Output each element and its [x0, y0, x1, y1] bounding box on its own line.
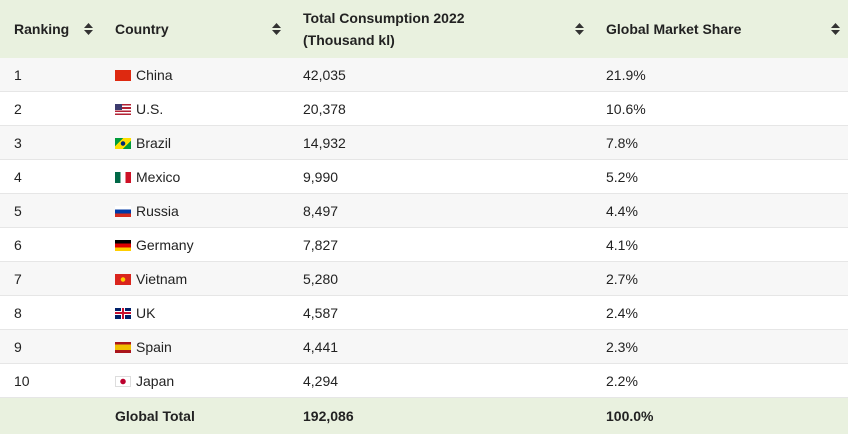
- flag-icon: [115, 205, 131, 217]
- flag-icon: [115, 239, 131, 251]
- country-cell: Brazil: [101, 125, 289, 160]
- share-cell: 10.6%: [592, 91, 848, 126]
- table-row: 7 Vietnam 5,280 2.7%: [0, 261, 848, 296]
- share-cell: 21.9%: [592, 58, 848, 92]
- flag-icon: [115, 137, 131, 149]
- column-header: Country: [101, 0, 289, 58]
- share-cell: 7.8%: [592, 125, 848, 160]
- consumption-cell: 14,932: [289, 125, 592, 160]
- footer-label: Global Total: [101, 397, 289, 434]
- rank-cell: 9: [0, 329, 101, 364]
- consumption-cell: 42,035: [289, 58, 592, 92]
- rank-cell: 8: [0, 295, 101, 330]
- rank-cell: 1: [0, 58, 101, 92]
- rank-cell: 3: [0, 125, 101, 160]
- country-cell: Vietnam: [101, 261, 289, 296]
- footer-share: 100.0%: [592, 397, 848, 434]
- country-name: Brazil: [136, 134, 172, 151]
- table-row: 8 UK 4,587 2.4%: [0, 295, 848, 330]
- rank-cell: 4: [0, 159, 101, 194]
- country-name: Japan: [136, 372, 175, 389]
- table-row: 9 Spain 4,441 2.3%: [0, 329, 848, 364]
- header-label: Global Market Share: [606, 21, 742, 37]
- country-name: China: [136, 66, 173, 83]
- consumption-cell: 7,827: [289, 227, 592, 262]
- flag-icon: [115, 341, 131, 353]
- country-name: Russia: [136, 202, 179, 219]
- table-body: 1 China 42,035 21.9% 2 U.S. 20,378 10.6% 3 Brazil…: [0, 58, 848, 398]
- share-cell: 2.4%: [592, 295, 848, 330]
- table-row: 5 Russia 8,497 4.4%: [0, 193, 848, 228]
- header-label: Total Consumption 2022 (Thousand kl): [303, 10, 465, 48]
- country-cell: Russia: [101, 193, 289, 228]
- consumption-cell: 9,990: [289, 159, 592, 194]
- consumption-cell: 4,587: [289, 295, 592, 330]
- table-row: 3 Brazil 14,932 7.8%: [0, 125, 848, 160]
- country-name: Germany: [136, 236, 194, 253]
- flag-icon: [115, 375, 131, 387]
- share-cell: 5.2%: [592, 159, 848, 194]
- share-cell: 2.2%: [592, 363, 848, 398]
- consumption-cell: 8,497: [289, 193, 592, 228]
- consumption-cell: 4,294: [289, 363, 592, 398]
- sort-icon[interactable]: [84, 23, 93, 35]
- share-cell: 4.1%: [592, 227, 848, 262]
- column-header: Total Consumption 2022 (Thousand kl): [289, 0, 592, 58]
- country-name: Mexico: [136, 168, 181, 185]
- table-row: 4 Mexico 9,990 5.2%: [0, 159, 848, 194]
- country-cell: China: [101, 58, 289, 92]
- flag-icon: [115, 103, 131, 115]
- country-cell: Germany: [101, 227, 289, 262]
- share-cell: 2.3%: [592, 329, 848, 364]
- share-cell: 2.7%: [592, 261, 848, 296]
- header-label: Ranking: [14, 21, 70, 37]
- rank-cell: 5: [0, 193, 101, 228]
- country-name: Spain: [136, 338, 172, 355]
- flag-icon: [115, 273, 131, 285]
- table-row: 2 U.S. 20,378 10.6%: [0, 91, 848, 126]
- country-name: UK: [136, 304, 156, 321]
- country-name: Vietnam: [136, 270, 188, 287]
- consumption-cell: 5,280: [289, 261, 592, 296]
- flag-icon: [115, 171, 131, 183]
- consumption-cell: 20,378: [289, 91, 592, 126]
- flag-icon: [115, 307, 131, 319]
- rank-cell: 6: [0, 227, 101, 262]
- column-header: Ranking: [0, 0, 101, 58]
- rank-cell: 10: [0, 363, 101, 398]
- table-row: 1 China 42,035 21.9%: [0, 58, 848, 92]
- sort-icon[interactable]: [272, 23, 281, 35]
- table-row: 10 Japan 4,294 2.2%: [0, 363, 848, 398]
- country-cell: U.S.: [101, 91, 289, 126]
- country-cell: Mexico: [101, 159, 289, 194]
- sort-icon[interactable]: [831, 23, 840, 35]
- country-cell: Spain: [101, 329, 289, 364]
- country-name: U.S.: [136, 100, 164, 117]
- footer-total: 192,086: [289, 397, 592, 434]
- footer-cell: [0, 397, 101, 434]
- rank-cell: 2: [0, 91, 101, 126]
- header-row: Ranking Country Total Consumption 2022 (Th…: [0, 0, 848, 58]
- footer-row: Global Total 192,086 100.0%: [0, 397, 848, 434]
- share-cell: 4.4%: [592, 193, 848, 228]
- country-cell: UK: [101, 295, 289, 330]
- consumption-cell: 4,441: [289, 329, 592, 364]
- flag-icon: [115, 69, 131, 81]
- column-header: Global Market Share: [592, 0, 848, 58]
- table-row: 6 Germany 7,827 4.1%: [0, 227, 848, 262]
- sort-icon[interactable]: [575, 23, 584, 35]
- country-cell: Japan: [101, 363, 289, 398]
- header-label: Country: [115, 21, 169, 37]
- rank-cell: 7: [0, 261, 101, 296]
